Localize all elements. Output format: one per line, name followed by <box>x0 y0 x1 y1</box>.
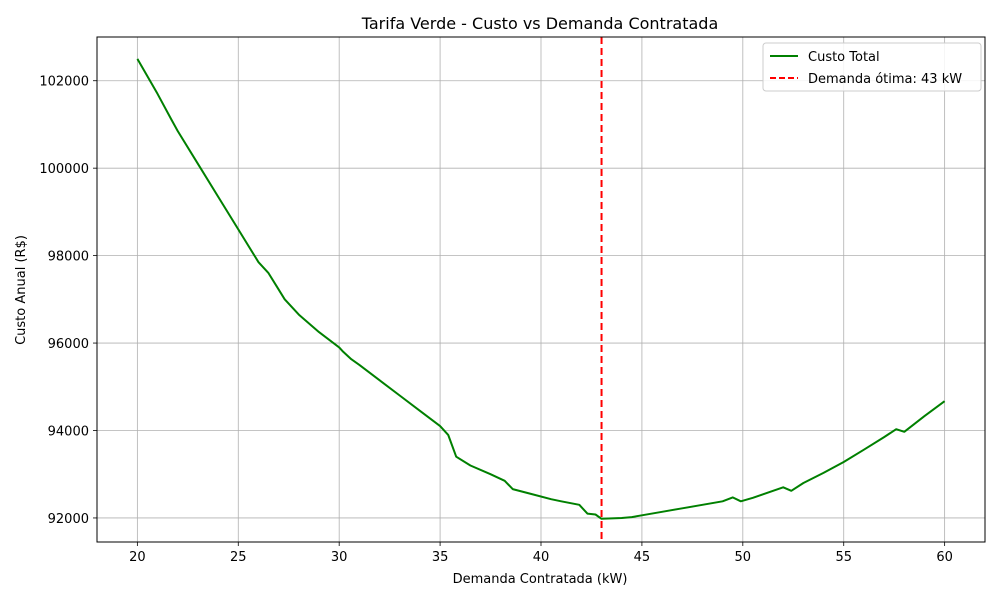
legend: Custo Total Demanda ótima: 43 kW <box>762 42 982 92</box>
y-tick-label: 102000 <box>39 75 89 90</box>
total-cost-line <box>136 58 946 520</box>
x-tick-label: 55 <box>835 550 852 565</box>
tick-layer: 20 25 30 35 40 45 50 55 60 92000 94000 96000 98000 10… <box>39 75 953 565</box>
x-axis-label: Demanda Contratada (kW) <box>453 572 628 587</box>
x-tick-label: 35 <box>432 550 449 565</box>
y-tick-label: 92000 <box>48 512 89 527</box>
grid-layer <box>97 37 985 542</box>
x-tick-label: 20 <box>129 550 146 565</box>
y-tick-label: 96000 <box>48 337 89 352</box>
x-tick-label: 30 <box>331 550 348 565</box>
y-tick-label: 94000 <box>48 425 89 440</box>
x-tick-label: 45 <box>634 550 651 565</box>
legend-box <box>762 42 982 92</box>
x-tick-label: 50 <box>735 550 752 565</box>
chart-title: Tarifa Verde - Custo vs Demanda Contrata… <box>361 14 719 33</box>
legend-label-total-cost: Custo Total <box>808 50 880 65</box>
legend-label-optimal-demand: Demanda ótima: 43 kW <box>808 72 962 87</box>
series-layer <box>136 37 946 542</box>
x-tick-label: 60 <box>936 550 953 565</box>
y-tick-label: 100000 <box>39 162 89 177</box>
y-axis-label: Custo Anual (R$) <box>14 235 29 345</box>
y-tick-label: 98000 <box>48 250 89 265</box>
x-tick-label: 25 <box>230 550 247 565</box>
x-tick-label: 40 <box>533 550 550 565</box>
